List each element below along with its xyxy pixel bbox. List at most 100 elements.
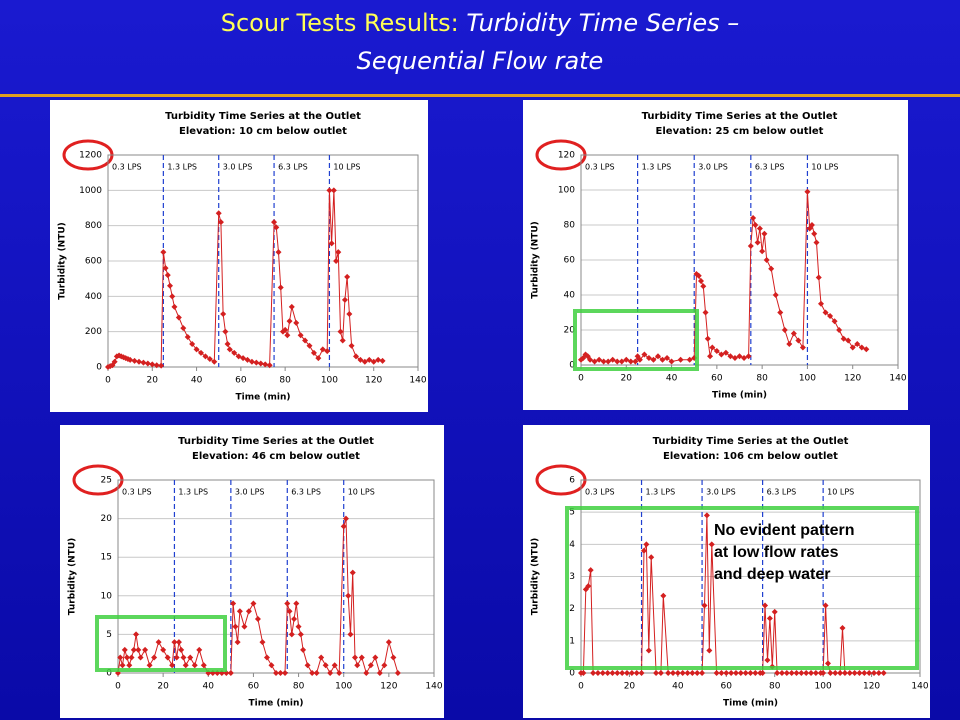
data-point <box>257 360 264 367</box>
y-tick-label: 15 <box>101 553 112 563</box>
y-tick-label: 3 <box>569 572 575 582</box>
data-point <box>831 318 838 325</box>
y-axis-label: Turbidity (NTU) <box>531 221 541 299</box>
x-tick-label: 100 <box>321 376 338 386</box>
series-line <box>117 518 399 675</box>
data-point <box>363 670 370 676</box>
data-point <box>335 249 342 256</box>
highlight-box <box>573 309 699 371</box>
y-tick-label: 600 <box>85 257 102 267</box>
plot-frame <box>580 154 899 366</box>
data-point <box>300 646 307 653</box>
data-point <box>854 341 861 347</box>
data-point <box>718 351 725 358</box>
data-point <box>333 258 340 264</box>
data-point <box>668 358 675 365</box>
chart-title: Turbidity Time Series at the Outlet <box>178 436 374 447</box>
data-point <box>619 670 626 676</box>
data-point <box>759 248 766 255</box>
data-point <box>870 670 877 676</box>
data-point <box>354 662 361 669</box>
x-tick-label: 60 <box>721 682 733 692</box>
data-point <box>149 361 156 368</box>
data-point <box>130 646 137 653</box>
data-point <box>736 353 743 360</box>
data-point <box>328 240 335 247</box>
data-point <box>137 654 144 661</box>
data-point <box>171 639 178 646</box>
data-point <box>808 222 815 228</box>
data-point <box>863 346 870 353</box>
data-point <box>288 631 295 638</box>
data-point <box>645 355 652 361</box>
y-tick-label: 2 <box>569 604 575 614</box>
data-point <box>605 358 612 365</box>
x-tick-label: 40 <box>191 376 203 386</box>
data-point <box>175 314 182 321</box>
data-point <box>390 654 397 661</box>
data-point <box>804 188 811 195</box>
data-point <box>849 344 856 351</box>
data-point <box>624 670 631 676</box>
data-point <box>818 300 825 307</box>
data-point <box>254 615 261 622</box>
data-point <box>762 602 769 609</box>
flow-label: 1.3 LPS <box>167 163 197 172</box>
y-tick-label: 800 <box>85 221 102 231</box>
data-point <box>273 224 280 231</box>
data-point <box>778 670 785 676</box>
data-point <box>352 654 358 661</box>
data-point <box>587 356 594 363</box>
data-point <box>731 355 738 361</box>
data-point <box>361 358 368 365</box>
data-point <box>832 670 839 676</box>
data-point <box>695 272 702 279</box>
data-point <box>677 356 684 363</box>
data-point <box>781 327 788 333</box>
data-point <box>198 349 204 356</box>
data-point <box>224 341 231 348</box>
y-tick-label: 200 <box>85 327 102 337</box>
y-tick-label: 0 <box>569 361 575 371</box>
x-axis-label: Time (min) <box>236 393 291 403</box>
data-point <box>140 359 147 366</box>
data-point <box>846 670 853 676</box>
data-point <box>600 358 607 365</box>
x-tick-label: 0 <box>578 374 584 384</box>
x-tick-label: 20 <box>621 374 633 384</box>
data-point <box>580 670 587 676</box>
data-point <box>708 541 715 548</box>
data-point <box>704 335 711 342</box>
data-point <box>596 356 603 363</box>
data-point <box>189 341 196 348</box>
data-point <box>609 670 616 676</box>
data-point <box>628 670 635 676</box>
data-point <box>273 670 279 676</box>
data-point <box>752 222 759 228</box>
data-point <box>327 670 334 676</box>
x-tick-label: 80 <box>756 374 768 384</box>
y-tick-label: 0 <box>569 669 575 679</box>
data-point <box>861 670 868 676</box>
data-point <box>162 265 169 272</box>
data-point <box>167 282 173 289</box>
data-point <box>763 257 770 263</box>
data-point <box>643 541 650 548</box>
data-point <box>798 670 805 676</box>
highlight-box <box>95 615 227 672</box>
data-point <box>169 662 176 669</box>
data-point <box>650 356 657 363</box>
data-point <box>182 662 189 669</box>
data-point <box>230 600 237 607</box>
data-point <box>618 358 625 365</box>
data-point <box>309 670 316 676</box>
data-point <box>799 344 806 351</box>
data-point <box>394 670 401 676</box>
data-point <box>336 670 343 676</box>
data-point <box>241 623 248 630</box>
data-point <box>160 249 167 256</box>
data-point <box>759 670 766 676</box>
data-point <box>679 670 686 676</box>
data-point <box>349 569 356 576</box>
data-point <box>282 326 289 333</box>
